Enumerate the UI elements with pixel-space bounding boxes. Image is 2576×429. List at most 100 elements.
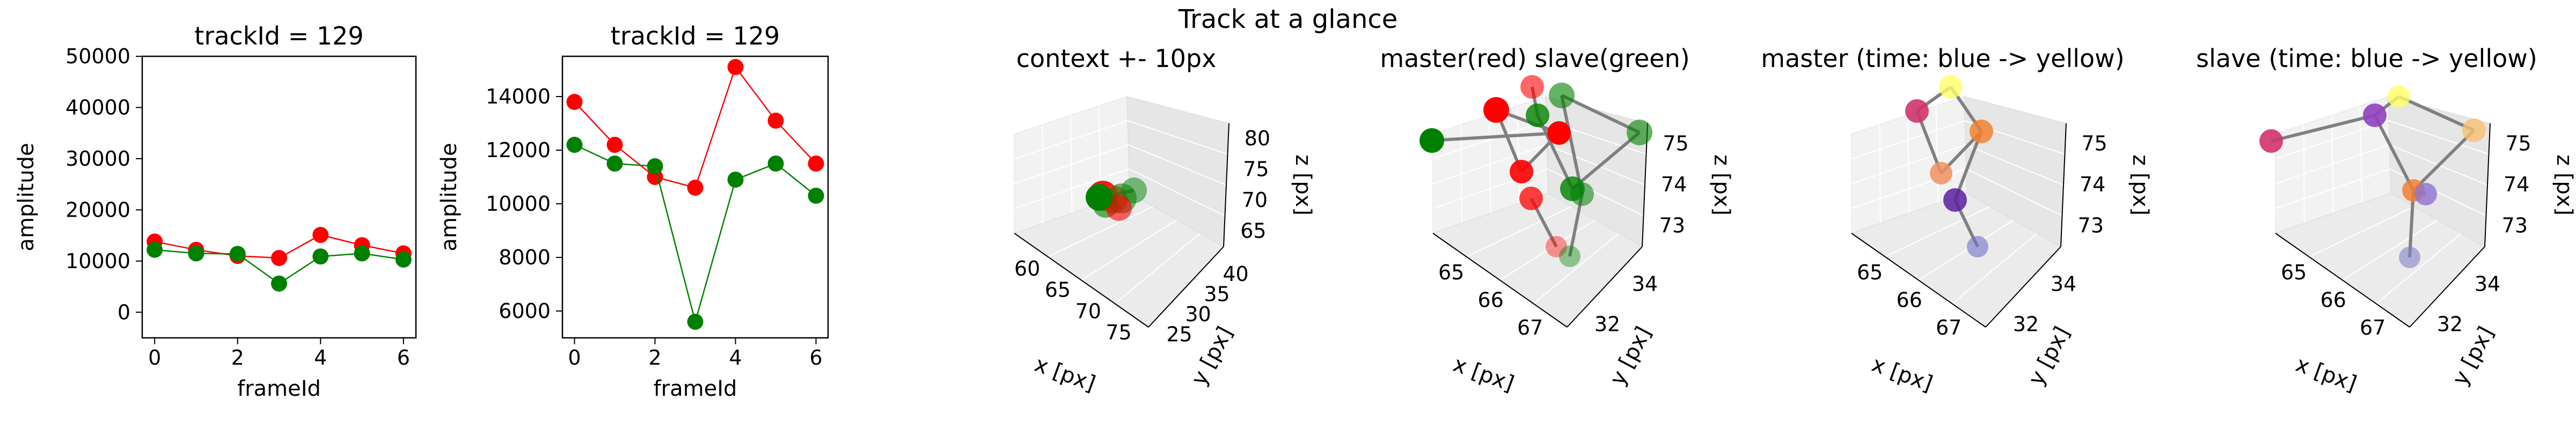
y-tick-label: 10000 (65, 249, 130, 273)
figure-suptitle: Track at a glance (1178, 4, 1398, 34)
grid-line (2331, 115, 2334, 213)
grid-line (1547, 168, 1644, 217)
y-tick-label: 30 (1185, 302, 1211, 326)
track-point (1570, 182, 1594, 206)
grid-line (1081, 219, 1177, 281)
grid-line (1547, 144, 1645, 186)
x-axis-label: x [px] (1869, 352, 1936, 396)
track-point (2414, 183, 2437, 205)
z-axis-label: z [px] (1709, 154, 1734, 216)
series-1-point (727, 59, 744, 75)
z-tick-label: 80 (1245, 127, 1270, 150)
x-tick-label: 65 (1857, 261, 1883, 284)
track-point (1526, 103, 1549, 127)
z-tick-label: 73 (1659, 214, 1685, 238)
grid-line (1014, 168, 1130, 209)
x-axis-label: frameId (237, 376, 321, 401)
grid-line (2342, 219, 2439, 281)
track-point (1547, 121, 1571, 145)
series-1-point (687, 180, 704, 196)
x-tick-label: 0 (568, 346, 581, 369)
chart-title: master (time: blue -> yellow) (1761, 44, 2124, 73)
x-tick-label: 6 (809, 346, 822, 369)
grid-line (1907, 115, 1910, 213)
track-point (1559, 246, 1580, 267)
y-tick-label: 40 (1223, 262, 1248, 286)
series-2-point (354, 245, 370, 262)
x-tick-label: 65 (2281, 261, 2307, 284)
z-axis-line (2060, 123, 2067, 247)
series-1-point (767, 113, 784, 129)
x-tick-label: 4 (314, 346, 327, 369)
grid-line (1499, 219, 1596, 281)
line-chart-1: trackId = 129 0 2 4 6 0 10000 20000 30000 40000 50… (14, 21, 417, 401)
series-2-point (312, 248, 329, 265)
x-tick-label: 75 (1106, 321, 1131, 344)
z-tick-label: 74 (1661, 173, 1687, 196)
track-point (1419, 128, 1444, 153)
chart-title: slave (time: blue -> yellow) (2196, 44, 2537, 73)
chart-title: master(red) slave(green) (1380, 44, 1689, 73)
track-point (1905, 99, 1929, 123)
y-axis-label: amplitude (14, 143, 39, 251)
z-tick-label: 65 (1240, 219, 1266, 242)
y-tick-label: 30000 (65, 147, 130, 171)
y-tick-label: 12000 (486, 138, 551, 162)
track-point (1943, 188, 1967, 212)
z-tick-label: 74 (2080, 173, 2105, 196)
x-axis-line (1432, 233, 1568, 328)
track-point (2462, 119, 2486, 142)
x-tick-label: 66 (1896, 288, 1922, 312)
x-tick-label: 66 (1477, 288, 1503, 312)
z-tick-label: 75 (1663, 131, 1688, 155)
plot-frame (141, 55, 417, 339)
series-1-point (808, 156, 824, 172)
series-2-point (727, 172, 744, 188)
z-tick-label: 75 (2505, 131, 2531, 155)
grid-line (2388, 120, 2489, 155)
series-2-point (271, 275, 287, 292)
x-tick-label: 66 (2320, 288, 2346, 312)
z-tick-label: 73 (2502, 214, 2528, 238)
y-axis-line (1148, 246, 1224, 328)
track-link (2398, 95, 2475, 132)
track-point (2388, 85, 2410, 108)
x-tick-label: 6 (397, 346, 410, 369)
grid-line (1918, 219, 2015, 281)
grid-line (1489, 115, 1491, 213)
y-tick-label: 32 (2437, 313, 2463, 336)
chart-title: context +- 10px (1016, 44, 1217, 73)
z-tick-label: 70 (1242, 188, 1268, 212)
z-tick-label: 74 (2504, 173, 2529, 196)
grid-line (2375, 233, 2462, 305)
series-1-point (566, 94, 583, 110)
grid-line (1127, 120, 1228, 155)
track-point (1930, 162, 1952, 184)
track-link (2271, 114, 2375, 143)
y-tick-label: 20000 (65, 198, 130, 221)
series-1-point (606, 137, 623, 153)
series-2-point (229, 246, 246, 262)
3d-chart-2: master(red) slave(green) 65 66 67x [px] 32 34… (1380, 44, 1734, 396)
track-link (1431, 131, 1560, 142)
grid-line (1048, 206, 1154, 257)
track-link (2412, 129, 2476, 192)
track-point (1549, 83, 1575, 108)
track-link (1560, 95, 1584, 195)
track-point (1510, 160, 1533, 183)
track-point (1106, 195, 1132, 221)
plot-frame (561, 55, 829, 339)
x-axis-label: frameId (654, 376, 737, 401)
series-2-point (188, 245, 204, 262)
x-axis-line (2275, 233, 2410, 328)
x-tick-label: 67 (1517, 316, 1543, 339)
y-tick-label: 35 (1204, 282, 1230, 306)
grid-line (1114, 233, 1201, 305)
z-axis-label: z [px] (2552, 154, 2576, 216)
y-axis-line (1985, 246, 2061, 328)
track-point (1483, 97, 1509, 123)
grid-line (1533, 233, 1619, 305)
y-axis-line (2409, 246, 2485, 328)
3d-chart-4: slave (time: blue -> yellow) 65 66 67x [px]… (2196, 44, 2576, 396)
